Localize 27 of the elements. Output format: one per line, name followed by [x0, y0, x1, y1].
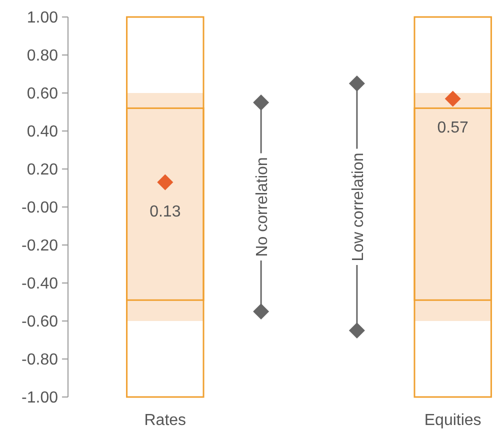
- point: [348, 76, 365, 92]
- y-tick-label: -0.40: [22, 276, 58, 293]
- point: [253, 94, 270, 110]
- y-tick-label: -1.00: [22, 390, 58, 407]
- y-tick-label: 0.80: [26, 48, 58, 65]
- y-tick-label: 0.40: [26, 124, 58, 141]
- data-label: 0.13: [150, 203, 181, 220]
- annotation: Low correlation: [350, 152, 367, 262]
- y-tick-label: 0.60: [26, 86, 58, 103]
- y-tick-label: -0.60: [22, 314, 58, 331]
- y-tick-label: -0.00: [22, 200, 58, 217]
- x-tick-label: Rates: [144, 412, 186, 429]
- y-tick-label: -0.20: [22, 238, 58, 255]
- bar: [414, 16, 492, 398]
- y-tick-label: 1.00: [26, 10, 58, 27]
- point: [253, 304, 270, 320]
- annotation: No correlation: [254, 157, 272, 257]
- bar: [414, 93, 492, 321]
- bar: [126, 93, 204, 321]
- y-tick-label: -0.80: [22, 352, 58, 369]
- data-label: 0.57: [437, 120, 469, 137]
- x-tick-label: Equities: [424, 412, 482, 429]
- y-tick-label: 0.20: [26, 162, 58, 179]
- bar: [126, 16, 204, 398]
- point: [444, 90, 461, 107]
- point: [348, 322, 365, 338]
- point: [157, 174, 174, 190]
